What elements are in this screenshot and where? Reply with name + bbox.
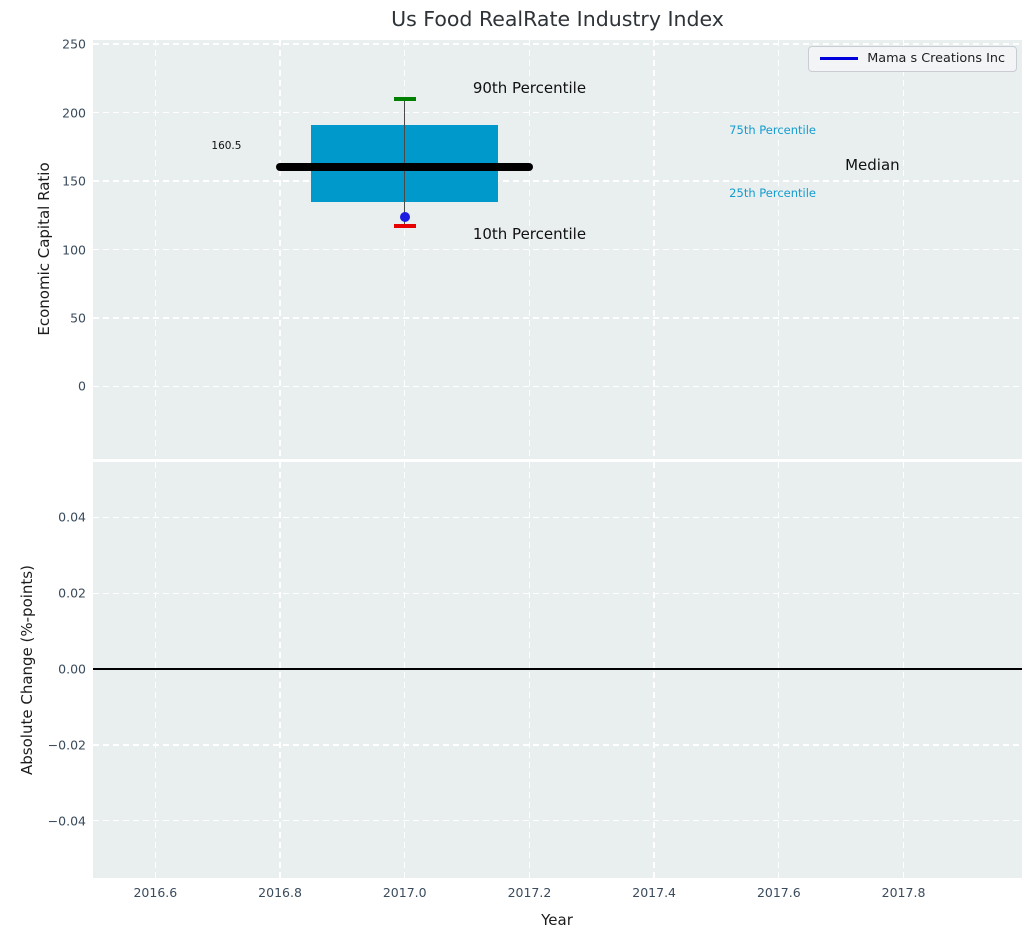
chart-title: Us Food RealRate Industry Index bbox=[391, 7, 724, 31]
legend: Mama s Creations Inc bbox=[808, 46, 1017, 72]
whisker-line bbox=[404, 98, 406, 227]
y-tick-label: −0.04 bbox=[47, 813, 86, 829]
y-tick-label: 250 bbox=[62, 36, 86, 52]
annotation-25th-percentile: 25th Percentile bbox=[729, 186, 817, 201]
y-tick-label: −0.02 bbox=[47, 737, 86, 753]
y-tick-label: 0.00 bbox=[58, 661, 86, 677]
x-tick-label: 2017.8 bbox=[881, 885, 926, 900]
company-point bbox=[399, 211, 410, 222]
median-line bbox=[276, 162, 534, 171]
x-tick-label: 2016.8 bbox=[258, 885, 302, 900]
grid-line-horizontal bbox=[93, 820, 1022, 822]
y-tick-label: 0.04 bbox=[58, 509, 86, 525]
y-tick-label: 50 bbox=[70, 310, 86, 326]
top-plot-area: 90th Percentile 10th Percentile 75th Perce… bbox=[93, 40, 1022, 459]
grid-line-vertical bbox=[279, 462, 281, 878]
grid-line-vertical bbox=[528, 462, 531, 878]
grid-line-horizontal bbox=[93, 744, 1022, 746]
y-tick-label: 0 bbox=[78, 378, 86, 394]
grid-line-horizontal bbox=[93, 592, 1022, 594]
x-tick-label: 2017.6 bbox=[756, 885, 801, 900]
grid-line-vertical bbox=[154, 462, 156, 878]
grid-line-horizontal bbox=[93, 248, 1022, 251]
grid-line-horizontal bbox=[93, 385, 1022, 388]
y-tick-label: 200 bbox=[62, 105, 86, 121]
annotation-10th-percentile: 10th Percentile bbox=[472, 225, 587, 244]
legend-line-icon bbox=[820, 57, 859, 60]
annotation-median: Median bbox=[845, 155, 900, 174]
x-tick-label: 2016.6 bbox=[133, 885, 178, 900]
zero-reference-line bbox=[93, 668, 1022, 670]
grid-line-horizontal bbox=[93, 516, 1022, 518]
x-axis-label: Year bbox=[541, 911, 573, 929]
grid-line-horizontal bbox=[93, 317, 1022, 319]
y-tick-label: 100 bbox=[62, 242, 86, 257]
p10-cap bbox=[393, 224, 416, 228]
legend-label: Mama s Creations Inc bbox=[867, 51, 1005, 66]
y-tick-label: 150 bbox=[62, 173, 86, 189]
grid-line-horizontal bbox=[93, 43, 1022, 45]
x-tick-label: 2017.4 bbox=[632, 885, 677, 900]
bottom-plot-area bbox=[93, 462, 1022, 878]
y-tick-label: 0.02 bbox=[58, 585, 86, 601]
grid-line-horizontal bbox=[93, 180, 1022, 182]
annotation-90th-percentile: 90th Percentile bbox=[472, 78, 587, 97]
x-tick-label: 2017.0 bbox=[382, 885, 427, 900]
grid-line-vertical bbox=[902, 462, 905, 878]
x-tick-label: 2017.2 bbox=[507, 885, 552, 900]
grid-line-vertical bbox=[404, 462, 406, 878]
p90-cap bbox=[393, 97, 416, 101]
annotation-75th-percentile: 75th Percentile bbox=[729, 123, 817, 138]
annotation-median-value: 160.5 bbox=[211, 140, 242, 153]
grid-line-vertical bbox=[653, 462, 655, 878]
grid-line-vertical bbox=[778, 462, 780, 878]
grid-line-horizontal bbox=[93, 111, 1022, 114]
